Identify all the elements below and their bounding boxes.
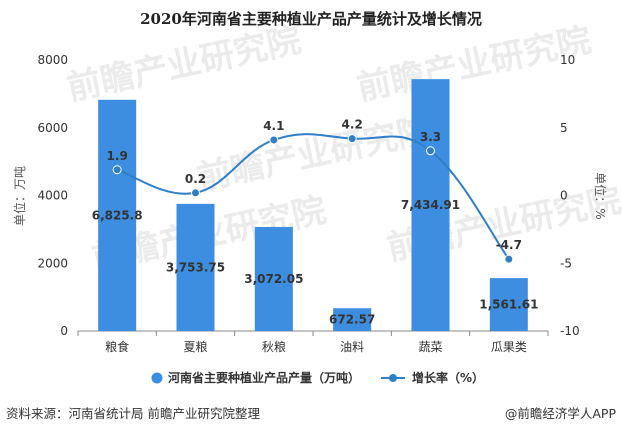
x-category-label: 瓜果类 xyxy=(491,340,527,354)
watermark-layer: 前瞻产业研究院前瞻产业研究院前瞻产业研究院前瞻产业研究院前瞻产业研究院 xyxy=(64,20,622,279)
axes: 0 2000 4000 6000 8000 -10 -5 0 5 10 粮食 夏粮 秋粮 油料 蔬菜 瓜果类 xyxy=(37,53,579,354)
growth-rate-label: 4.1 xyxy=(263,119,284,133)
growth-rate-point xyxy=(269,135,279,145)
y-left-tick: 6000 xyxy=(37,121,68,135)
y-left-tick: 4000 xyxy=(37,189,68,203)
bar-秋粮 xyxy=(254,226,293,331)
x-category-label: 夏粮 xyxy=(183,339,207,354)
source-note: 资料来源：河南省统计局 前瞻产业研究院整理 xyxy=(6,406,260,421)
growth-rate-label: 3.3 xyxy=(420,130,441,144)
growth-rate-line xyxy=(116,133,510,260)
legend-bar-marker xyxy=(151,372,163,384)
growth-rate-point xyxy=(504,254,514,264)
y-right-tick: -10 xyxy=(560,324,580,338)
bar-series xyxy=(98,79,528,331)
growth-rate-point xyxy=(191,188,200,198)
bar-瓜果类 xyxy=(489,278,528,331)
growth-rate-label: 1.9 xyxy=(107,149,128,163)
data-labels: 6,825.8 3,753.75 3,072.05 672.57 7,434.91 1,5… xyxy=(92,118,539,327)
x-category-label: 油料 xyxy=(340,340,364,354)
growth-rate-point xyxy=(426,146,435,156)
x-category-label: 秋粮 xyxy=(262,339,286,354)
chart-title: 2020年河南省主要种植业产品产量统计及增长情况 xyxy=(140,10,482,28)
x-category-label: 粮食 xyxy=(105,339,129,354)
bar-蔬菜 xyxy=(411,79,450,331)
watermark-text: 前瞻产业研究院 xyxy=(194,110,435,199)
watermark-text: 前瞻产业研究院 xyxy=(64,20,305,109)
watermark-text: 前瞻产业研究院 xyxy=(354,20,595,109)
bar-value-label: 1,561.61 xyxy=(479,298,538,312)
credit-note: @前瞻经济学人APP xyxy=(505,406,617,421)
x-category-label: 蔬菜 xyxy=(418,340,442,354)
y-left-tick: 0 xyxy=(60,324,68,338)
bar-value-label: 7,434.91 xyxy=(401,198,460,212)
bar-value-label: 3,753.75 xyxy=(166,260,225,274)
y-right-tick: -5 xyxy=(560,256,572,270)
growth-rate-label: 0.2 xyxy=(185,172,206,186)
y-right-tick: 10 xyxy=(560,53,575,67)
line-series xyxy=(112,133,514,264)
bar-value-label: 672.57 xyxy=(329,313,375,327)
bar-夏粮 xyxy=(176,203,215,331)
growth-rate-point xyxy=(347,134,357,144)
legend-line-dot xyxy=(389,374,397,382)
y-right-tick: 5 xyxy=(560,121,568,135)
legend: 河南省主要种植业产品产量（万吨） 增长率（%） xyxy=(151,370,484,385)
bar-value-label: 3,072.05 xyxy=(244,272,303,286)
growth-rate-label: 4.2 xyxy=(342,118,363,132)
bar-粮食 xyxy=(98,99,137,331)
bar-value-label: 6,825.8 xyxy=(92,208,143,222)
y-left-tick: 2000 xyxy=(37,256,68,270)
y-left-axis-label: 单位：万吨 xyxy=(12,166,27,226)
legend-bar-label: 河南省主要种植业产品产量（万吨） xyxy=(167,370,360,385)
legend-line-label: 增长率（%） xyxy=(412,370,484,385)
growth-rate-label: -4.7 xyxy=(496,238,522,252)
bar-油料 xyxy=(333,308,372,331)
growth-rate-point xyxy=(112,165,122,175)
y-right-tick: 0 xyxy=(560,189,568,203)
y-left-tick: 8000 xyxy=(37,53,68,67)
y-right-axis-label: 单位：% xyxy=(593,172,608,219)
